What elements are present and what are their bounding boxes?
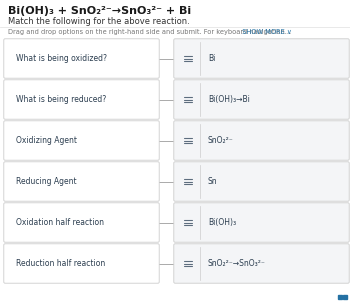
FancyBboxPatch shape	[4, 80, 159, 119]
Text: Oxidation half reaction: Oxidation half reaction	[16, 218, 104, 227]
Text: Bi(OH)₃ + SnO₂²⁻→SnO₃²⁻ + Bi: Bi(OH)₃ + SnO₂²⁻→SnO₃²⁻ + Bi	[8, 6, 191, 16]
Text: Bi(OH)₃: Bi(OH)₃	[208, 218, 236, 227]
Text: Reducing Agent: Reducing Agent	[16, 177, 77, 186]
Text: Oxidizing Agent: Oxidizing Agent	[16, 136, 77, 145]
Text: Bi: Bi	[208, 54, 215, 63]
Text: SHOW MORE ∨: SHOW MORE ∨	[238, 29, 292, 35]
Text: Reduction half reaction: Reduction half reaction	[16, 259, 105, 268]
Text: SnO₂²⁻: SnO₂²⁻	[208, 136, 234, 145]
FancyBboxPatch shape	[174, 39, 349, 78]
Text: Drag and drop options on the right-hand side and submit. For keyboard navigation: Drag and drop options on the right-hand …	[8, 29, 291, 35]
Text: SnO₂²⁻→SnO₃²⁻: SnO₂²⁻→SnO₃²⁻	[208, 259, 266, 268]
Text: Match the following for the above reaction.: Match the following for the above reacti…	[8, 17, 190, 26]
Text: Bi(OH)₃→Bi: Bi(OH)₃→Bi	[208, 95, 250, 104]
Text: Sn: Sn	[208, 177, 218, 186]
FancyBboxPatch shape	[174, 80, 349, 119]
FancyBboxPatch shape	[4, 121, 159, 160]
Text: What is being reduced?: What is being reduced?	[16, 95, 106, 104]
FancyBboxPatch shape	[4, 203, 159, 242]
FancyBboxPatch shape	[174, 244, 349, 283]
Text: What is being oxidized?: What is being oxidized?	[16, 54, 107, 63]
FancyBboxPatch shape	[4, 244, 159, 283]
FancyBboxPatch shape	[4, 39, 159, 78]
FancyBboxPatch shape	[174, 121, 349, 160]
FancyBboxPatch shape	[4, 162, 159, 201]
FancyBboxPatch shape	[174, 162, 349, 201]
FancyBboxPatch shape	[174, 203, 349, 242]
